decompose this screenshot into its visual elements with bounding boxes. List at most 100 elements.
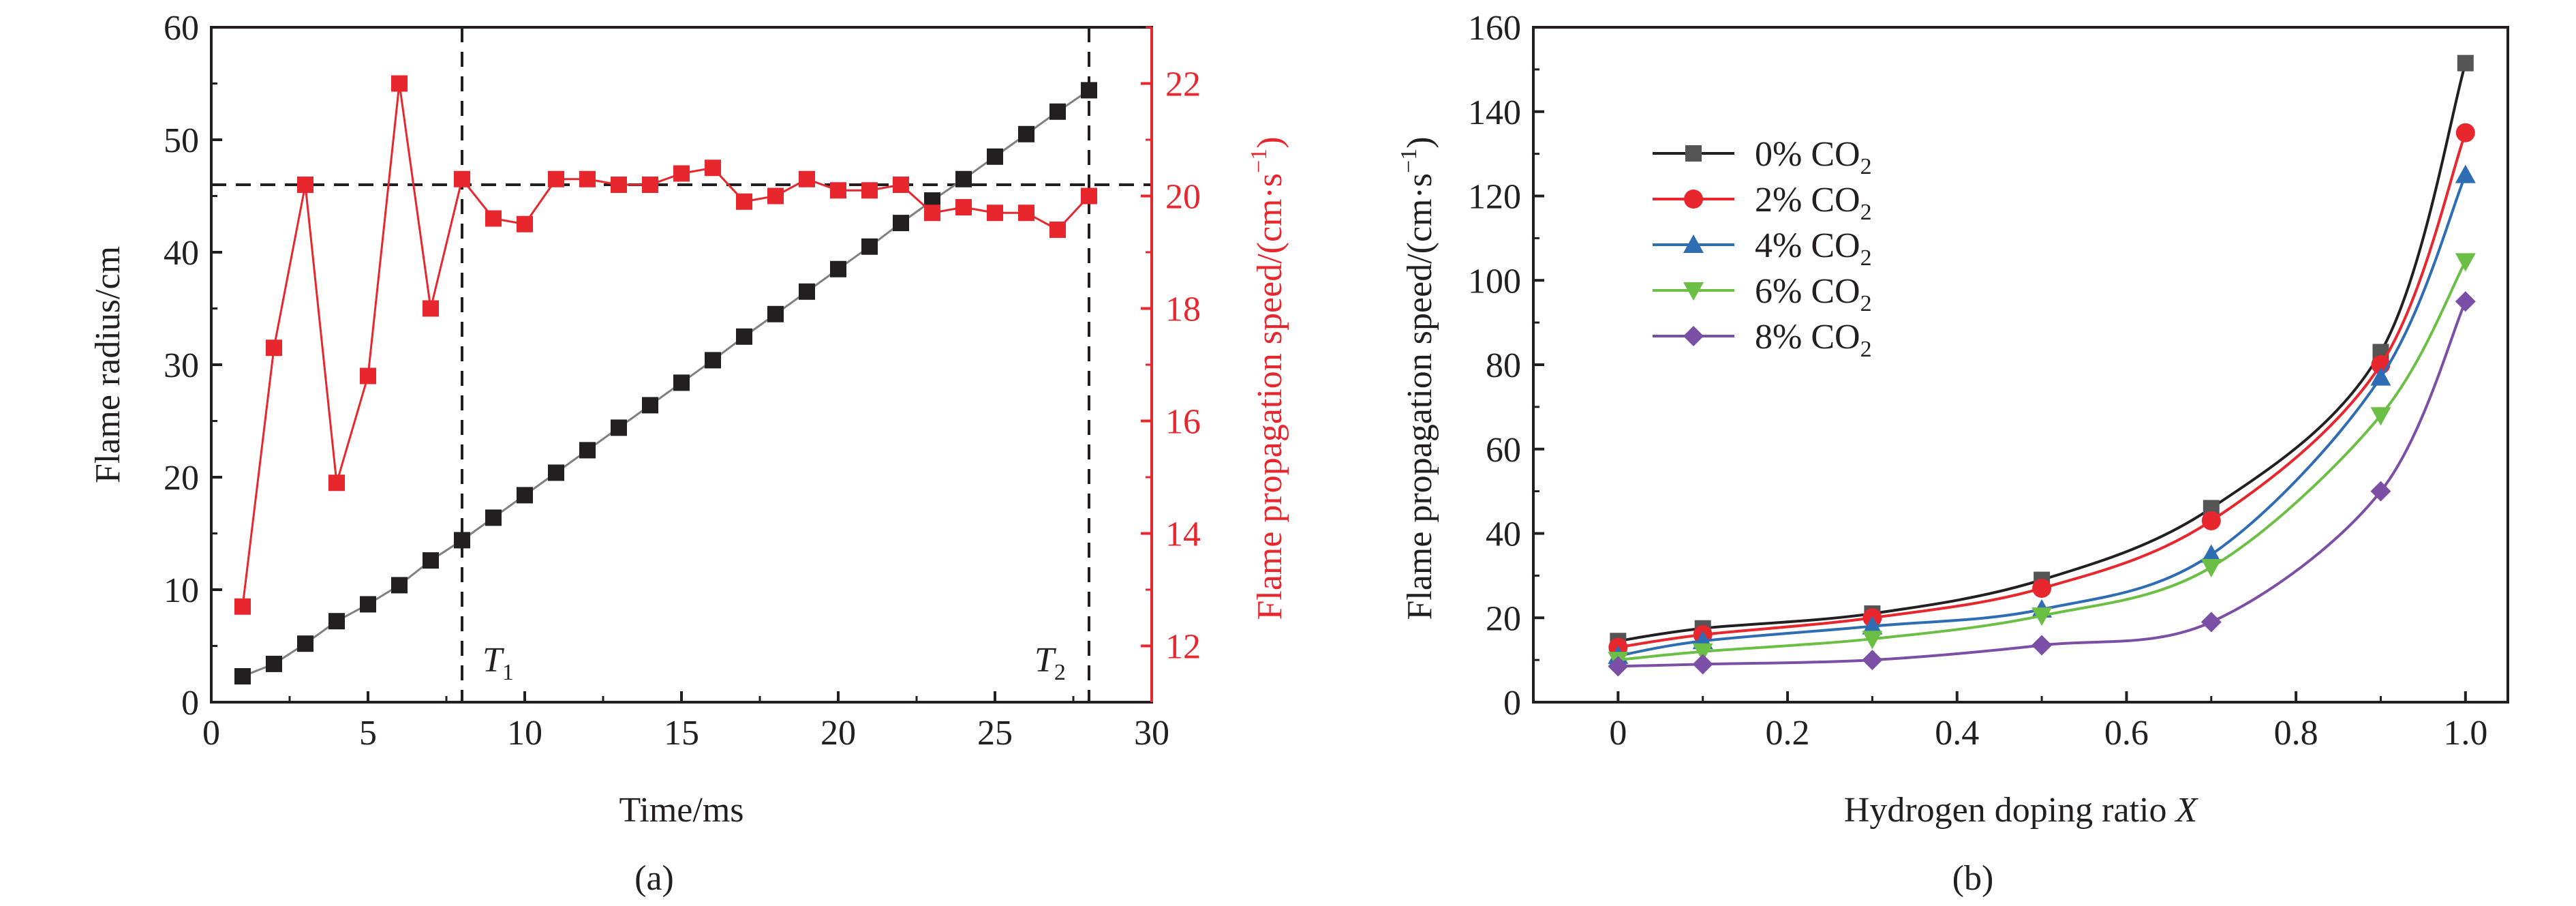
speed-point <box>423 300 439 317</box>
panel-a-reference-lines <box>211 27 1152 702</box>
y-tick-label: 0 <box>1503 684 1521 723</box>
series-point <box>2031 635 2053 656</box>
panel-a-y2-ticks: 12 14 16 18 20 22 <box>1141 26 1201 667</box>
x-tick-label: 0.8 <box>2274 714 2318 753</box>
y-tick-label: 50 <box>164 121 199 160</box>
x-tick-label: 25 <box>977 714 1013 753</box>
panel-a-y-axis-label: Flame radius/cm <box>89 246 127 483</box>
radius-point <box>705 352 721 369</box>
legend-label-main: 6% CO <box>1755 272 1860 311</box>
speed-point <box>705 160 721 177</box>
radius-point <box>987 148 1003 165</box>
panel-b-y-axis-label: Flame propagation speed/(cm·s−1) <box>1396 136 1439 620</box>
legend-marker <box>1683 235 1704 253</box>
radius-series-line <box>242 89 1090 678</box>
y2-tick-label: 12 <box>1165 628 1201 667</box>
series-point <box>1862 631 1883 650</box>
speed-point <box>673 165 690 182</box>
series-fit-line <box>1618 174 2467 657</box>
series-point <box>2370 481 2391 502</box>
legend-marker <box>1683 326 1704 346</box>
x-tick-label: 0.2 <box>1766 714 1810 753</box>
radius-point <box>423 552 439 569</box>
panel-b-y-ticks: 0 20 40 60 80 100 120 140 160 <box>1468 9 1544 723</box>
y2-tick-label: 22 <box>1165 65 1201 104</box>
panel-b-y-label-main: Flame propagation speed/(cm·s <box>1400 173 1439 620</box>
y-tick-label: 160 <box>1468 9 1521 48</box>
panel-b-y-label-sup: −1 <box>1396 149 1422 173</box>
speed-point <box>893 177 909 193</box>
series-point <box>2201 544 2222 563</box>
panel-a-caption: (a) <box>634 859 674 898</box>
radius-point <box>799 283 815 300</box>
x-tick-label: 30 <box>1134 714 1169 753</box>
radius-point <box>234 668 251 685</box>
radius-point <box>579 442 596 459</box>
t1-label-main: T <box>482 641 504 680</box>
panel-a-y2-axis-label: Flame propagation speed/(cm·s−1) <box>1246 136 1289 620</box>
speed-point <box>548 170 564 187</box>
x-tick-label: 20 <box>821 714 856 753</box>
radius-point <box>391 577 408 594</box>
speed-point <box>1018 205 1034 222</box>
y-tick-label: 60 <box>1486 431 1521 470</box>
y-tick-label: 10 <box>164 571 199 610</box>
panel-b-chart: 0 0.2 0.4 0.6 0.8 1.0 0 20 40 60 80 100 120 140 160 0… <box>1396 9 2509 898</box>
y2-tick-label: 18 <box>1165 290 1201 329</box>
panel-b-x-label-main: Hydrogen doping ratio <box>1844 791 2176 830</box>
series-point <box>2370 367 2391 386</box>
y-tick-label: 120 <box>1468 178 1521 217</box>
speed-point <box>517 215 533 232</box>
series-point <box>1692 643 1713 662</box>
x-tick-label: 1.0 <box>2443 714 2487 753</box>
legend-label: 2% CO2 <box>1755 181 1872 225</box>
legend-label-main: 0% CO <box>1755 135 1860 174</box>
series-fit-line <box>1618 301 2467 668</box>
panel-a-x-axis-label: Time/ms <box>619 791 743 830</box>
speed-point <box>485 210 502 227</box>
series-point <box>2455 253 2476 272</box>
t1-label: T1 <box>482 641 514 685</box>
radius-point <box>767 305 784 322</box>
radius-point <box>830 260 846 277</box>
legend-label-main: 8% CO <box>1755 318 1860 357</box>
series-point <box>1862 650 1883 671</box>
x-tick-label: 0.4 <box>1935 714 1979 753</box>
legend-label-sub: 2 <box>1860 245 1872 271</box>
panel-a-y2-label-main: Flame propagation speed/(cm·s <box>1251 173 1289 620</box>
y-tick-label: 60 <box>164 9 199 48</box>
y-tick-label: 30 <box>164 346 199 385</box>
speed-point <box>1049 222 1066 238</box>
radius-point <box>548 464 564 481</box>
radius-point <box>1018 125 1034 142</box>
y-tick-label: 0 <box>181 684 199 723</box>
speed-point <box>955 199 972 215</box>
y-tick-label: 40 <box>1486 515 1521 554</box>
legend-marker <box>1683 282 1704 301</box>
panel-b-caption: (b) <box>1952 859 1994 898</box>
speed-point <box>861 182 878 199</box>
y2-tick-label: 16 <box>1165 403 1201 442</box>
panel-a-y2-label-close: ) <box>1251 136 1289 148</box>
series-point <box>2201 611 2222 633</box>
speed-point <box>830 182 846 199</box>
radius-point <box>736 328 752 345</box>
series-point <box>2031 607 2053 626</box>
x-tick-label: 0 <box>1609 714 1627 753</box>
t2-label: T2 <box>1034 641 1066 685</box>
y-tick-label: 140 <box>1468 93 1521 132</box>
series-point <box>1608 656 1629 677</box>
series-point <box>2201 511 2221 530</box>
speed-point <box>297 177 313 193</box>
speed-point <box>328 474 345 492</box>
x-tick-label: 15 <box>664 714 699 753</box>
legend-label: 6% CO2 <box>1755 272 1872 316</box>
series-point <box>2201 559 2222 577</box>
radius-point <box>673 374 690 391</box>
legend-label-main: 2% CO <box>1755 181 1860 220</box>
radius-point <box>297 635 313 652</box>
y2-tick-label: 14 <box>1165 515 1201 554</box>
y-tick-label: 100 <box>1468 262 1521 301</box>
